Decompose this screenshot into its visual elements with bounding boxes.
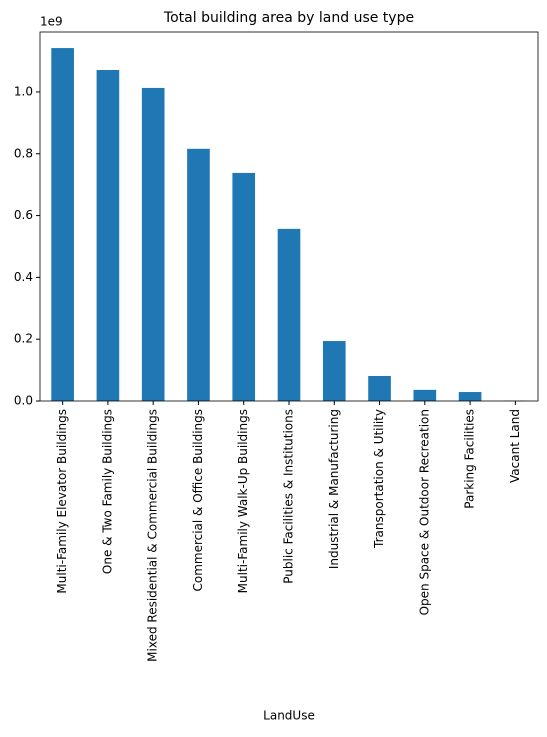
y-tick-label: 0.0	[14, 394, 33, 408]
x-tick-label: Public Facilities & Institutions	[282, 409, 296, 584]
x-tick-label: Industrial & Manufacturing	[327, 409, 341, 569]
chart-title: Total building area by land use type	[163, 10, 414, 26]
bar	[459, 392, 482, 401]
bar	[278, 229, 301, 401]
bar	[232, 173, 255, 401]
y-tick-label: 0.6	[14, 208, 33, 222]
bar	[51, 48, 74, 401]
x-tick-label: Vacant Land	[508, 409, 522, 483]
x-axis-label: LandUse	[263, 709, 315, 723]
x-tick-label: Mixed Residential & Commercial Buildings	[146, 409, 160, 662]
bar	[97, 70, 120, 401]
x-tick-label: Open Space & Outdoor Recreation	[417, 409, 431, 615]
bar	[187, 149, 210, 401]
x-tick-label: Multi-Family Walk-Up Buildings	[236, 409, 250, 593]
bar	[142, 88, 165, 401]
x-tick-label: Multi-Family Elevator Buildings	[55, 409, 69, 594]
x-tick-label: Parking Facilities	[463, 409, 477, 509]
y-offset-label: 1e9	[40, 15, 63, 29]
x-tick-label: Commercial & Office Buildings	[191, 409, 205, 592]
bar	[323, 341, 346, 401]
y-tick-label: 1.0	[14, 84, 33, 98]
bar	[368, 376, 391, 401]
x-tick-label: Transportation & Utility	[372, 409, 386, 549]
x-tick-label: One & Two Family Buildings	[100, 409, 114, 574]
bar	[414, 390, 437, 401]
y-tick-label: 0.8	[14, 146, 33, 160]
y-tick-label: 0.4	[14, 270, 33, 284]
y-tick-label: 0.2	[14, 332, 33, 346]
